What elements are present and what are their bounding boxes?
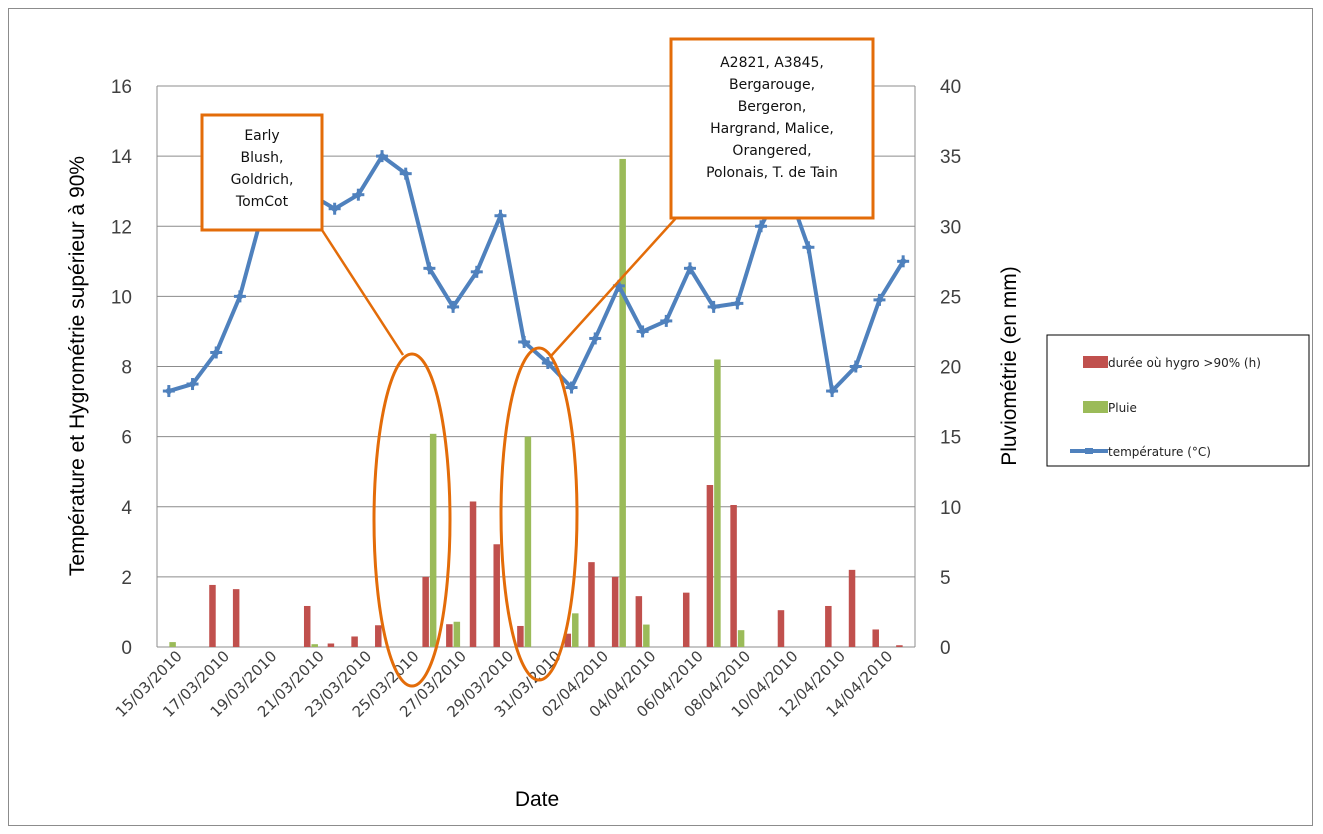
bar-pluie: [311, 644, 318, 647]
bar-hygro: [635, 596, 643, 647]
bar-pluie: [524, 436, 532, 647]
temperature-point: [589, 332, 602, 345]
y-tick-label-left: 8: [121, 358, 132, 379]
y-tick-label-right: 35: [940, 147, 961, 168]
temperature-point: [897, 255, 910, 268]
temperature-point: [873, 293, 886, 306]
callout-box-2: [669, 37, 875, 220]
bar-pluie: [453, 621, 461, 647]
callout-ellipse-2: [499, 346, 579, 682]
temperature-point: [470, 265, 483, 278]
legend-label-pluie: Pluie: [1108, 401, 1137, 415]
bar-pluie: [619, 158, 626, 647]
x-axis-title: Date: [515, 788, 559, 811]
legend-swatch-hygro: [1083, 356, 1108, 368]
y-axis-left-title: Température et Hygrométrie supérieur à 9…: [66, 156, 89, 576]
callouts-layer: Early Blush, Goldrich, TomCot A2821, A3845, B…: [200, 37, 875, 688]
legend-label-temperature: température (°C): [1108, 445, 1211, 459]
bar-hygro: [422, 576, 429, 647]
y-tick-label-left: 14: [111, 147, 133, 168]
bar-hygro: [209, 584, 216, 647]
temperature-point: [660, 314, 673, 327]
temperature-point: [731, 297, 744, 310]
bar-pluie: [572, 613, 579, 647]
bar-hygro: [493, 544, 500, 647]
temperature-point: [210, 346, 223, 359]
bar-hygro: [232, 589, 240, 647]
bar-pluie: [169, 642, 176, 647]
temperature-point: [849, 360, 862, 373]
y-tick-label-left: 6: [121, 428, 132, 449]
y-tick-label-right: 5: [940, 568, 951, 589]
temperature-point: [707, 300, 720, 313]
temperature-point: [565, 381, 578, 394]
temperature-point: [826, 385, 839, 398]
bar-pluie: [429, 433, 437, 647]
temperature-point: [447, 300, 460, 313]
temperature-point: [423, 262, 436, 275]
bar-hygro: [777, 610, 785, 647]
bar-hygro: [896, 645, 903, 647]
y-tick-label-right: 20: [940, 358, 961, 379]
temperature-point: [399, 167, 412, 180]
legend-swatch-pluie: [1083, 401, 1108, 413]
bar-hygro: [872, 629, 879, 647]
y-tick-label-right: 30: [940, 217, 961, 238]
temperature-point: [328, 202, 341, 215]
chart-frame: [8, 8, 1313, 826]
temperature-point: [233, 290, 246, 303]
temperature-point: [683, 262, 696, 275]
temperature-point: [186, 378, 199, 391]
y-tick-label-right: 15: [940, 428, 961, 449]
bar-hygro: [825, 605, 832, 647]
temperature-point: [636, 325, 649, 338]
bar-hygro: [706, 485, 714, 647]
y-tick-label-left: 10: [111, 287, 132, 308]
bar-pluie: [737, 630, 745, 647]
temperature-point: [352, 188, 365, 201]
y-tick-label-right: 40: [940, 77, 961, 98]
bar-hygro: [375, 625, 382, 647]
temperature-point: [162, 385, 175, 398]
bar-pluie: [714, 359, 721, 647]
y-tick-label-left: 4: [121, 498, 132, 519]
callout-text-2: A2821, A3845, Bergarouge, Bergeron, Hargran…: [706, 55, 838, 181]
y-tick-label-left: 16: [111, 77, 132, 98]
temperature-point: [494, 209, 507, 222]
bar-hygro: [446, 624, 453, 647]
bar-hygro: [588, 562, 595, 647]
temperature-point: [518, 335, 531, 348]
legend: durée où hygro >90% (h) Pluie températur…: [1046, 334, 1310, 467]
bar-pluie: [643, 624, 650, 647]
bar-hygro: [469, 501, 477, 647]
y-tick-label-right: 0: [940, 638, 951, 659]
bar-hygro: [611, 576, 619, 647]
bar-hygro: [730, 504, 737, 647]
bar-hygro: [848, 569, 856, 647]
temperature-point: [541, 356, 554, 369]
y-tick-label-left: 0: [121, 638, 132, 659]
callout-box-1: [200, 113, 324, 232]
callout-text-1: Early Blush, Goldrich, TomCot: [231, 128, 294, 210]
y-tick-label-right: 25: [940, 287, 961, 308]
temperature-point: [802, 241, 815, 254]
y-axis-right-title: Pluviométrie (en mm): [998, 266, 1021, 466]
callout-ellipse-1: [372, 352, 452, 688]
bar-hygro: [682, 592, 690, 647]
callout-leader-2: [550, 217, 677, 357]
bars-layer: [169, 158, 903, 647]
y-tick-label-left: 2: [121, 568, 132, 589]
y-tick-label-right: 10: [940, 498, 961, 519]
legend-label-hygro: durée où hygro >90% (h): [1108, 356, 1261, 370]
bar-hygro: [303, 605, 311, 647]
bar-hygro: [351, 636, 358, 647]
bar-hygro: [564, 633, 572, 647]
temperature-point: [376, 150, 389, 163]
callout-leader-1: [320, 229, 405, 356]
bar-hygro: [327, 643, 335, 647]
y-tick-label-left: 12: [111, 217, 132, 238]
bar-hygro: [517, 625, 524, 647]
